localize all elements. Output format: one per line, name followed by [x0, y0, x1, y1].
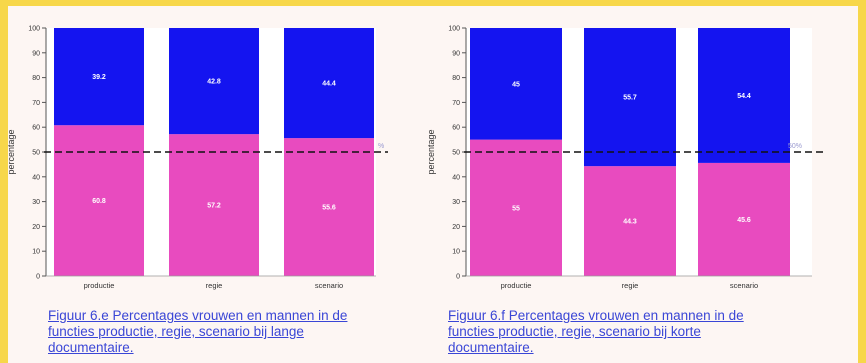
y-tick-label: 0	[456, 274, 460, 281]
bar-value-label: 39.2	[92, 74, 106, 81]
bar-value-label: 44.3	[623, 219, 637, 226]
bar-value-label: 60.8	[92, 198, 106, 205]
y-tick-label: 50	[32, 150, 40, 157]
y-tick-label: 30	[452, 199, 460, 206]
x-tick-label: regie	[622, 281, 639, 290]
chart-panel-6e: 0 10 20 30 40 50 60 70 80 90 100 percentage 60.8 39.2…	[6, 6, 398, 363]
bar-segment-men	[584, 28, 676, 167]
stacked-bar-chart-6e: 0 10 20 30 40 50 60 70 80 90 100 percentage 60.8 39.2…	[6, 26, 388, 290]
bar-segment-men	[54, 28, 144, 126]
y-axis-label: percentage	[6, 129, 16, 174]
y-tick-label: 60	[452, 125, 460, 132]
bar-segment-men	[284, 28, 374, 139]
bar-segment-women	[470, 139, 562, 276]
bar-segment-women	[584, 166, 676, 276]
x-tick-label: scenario	[730, 281, 758, 290]
reference-line-label: 50%	[788, 143, 802, 150]
y-tick-label: 80	[32, 75, 40, 82]
y-tick-label: 0	[36, 274, 40, 281]
reference-line-label: %	[378, 143, 384, 150]
y-tick-label: 60	[32, 125, 40, 132]
y-tick-label: 30	[32, 199, 40, 206]
y-tick-label: 10	[32, 249, 40, 256]
bar-segment-men	[698, 28, 790, 163]
y-tick-label: 90	[32, 50, 40, 57]
y-tick-label: 70	[452, 100, 460, 107]
y-tick-label: 70	[32, 100, 40, 107]
y-tick-label: 80	[452, 75, 460, 82]
figure-caption-6e[interactable]: Figuur 6.e Percentages vrouwen en mannen…	[48, 308, 348, 355]
bar-value-label: 55	[512, 205, 520, 212]
y-tick-label: 10	[452, 249, 460, 256]
bar-value-label: 42.8	[207, 79, 221, 86]
bar-value-label: 57.2	[207, 203, 221, 210]
x-tick-label: productie	[84, 281, 115, 290]
y-tick-label: 50	[452, 150, 460, 157]
stacked-bar-chart-6f: 0 10 20 30 40 50 60 70 80 90 100 percentage 55 45 prod…	[426, 26, 824, 290]
bar-segment-women	[698, 162, 790, 276]
y-tick-label: 90	[452, 50, 460, 57]
y-tick-label: 100	[28, 26, 40, 33]
bar-value-label: 45.6	[737, 217, 751, 224]
x-tick-label: scenario	[315, 281, 343, 290]
report-page: 0 10 20 30 40 50 60 70 80 90 100 percentage 60.8 39.2…	[6, 6, 858, 363]
y-tick-label: 20	[452, 224, 460, 231]
bar-value-label: 55.7	[623, 95, 637, 102]
y-tick-label: 100	[448, 26, 460, 33]
bar-segment-women	[54, 125, 144, 276]
bar-segment-women	[169, 134, 259, 276]
bar-segment-men	[169, 28, 259, 135]
x-tick-label: regie	[206, 281, 223, 290]
bar-value-label: 44.4	[322, 81, 336, 88]
bar-value-label: 55.6	[322, 205, 336, 212]
y-tick-label: 40	[452, 174, 460, 181]
x-tick-label: productie	[501, 281, 532, 290]
figure-caption-6f[interactable]: Figuur 6.f Percentages vrouwen en mannen…	[448, 308, 744, 355]
y-tick-label: 20	[32, 224, 40, 231]
bar-segment-women	[284, 138, 374, 276]
bar-segment-men	[470, 28, 562, 140]
chart-panel-6f: 0 10 20 30 40 50 60 70 80 90 100 percentage 55 45 prod…	[416, 6, 824, 363]
y-tick-label: 40	[32, 174, 40, 181]
bar-value-label: 45	[512, 81, 520, 88]
bar-value-label: 54.4	[737, 93, 751, 100]
y-axis-label: percentage	[426, 129, 436, 174]
